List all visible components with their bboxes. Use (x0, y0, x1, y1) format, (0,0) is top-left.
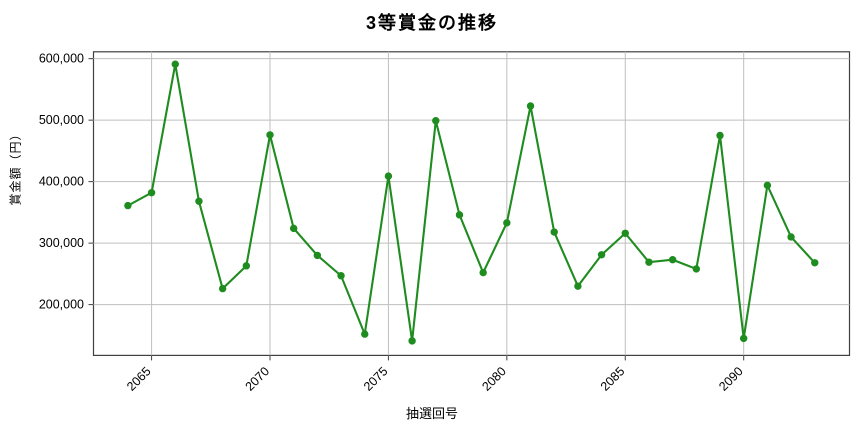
svg-text:200,000: 200,000 (39, 298, 84, 312)
svg-text:600,000: 600,000 (39, 52, 84, 66)
svg-text:500,000: 500,000 (39, 113, 84, 127)
svg-text:300,000: 300,000 (39, 236, 84, 250)
svg-text:2075: 2075 (361, 364, 391, 394)
svg-text:2090: 2090 (716, 364, 746, 394)
svg-text:2080: 2080 (479, 364, 509, 394)
svg-text:2070: 2070 (243, 364, 273, 394)
svg-text:2065: 2065 (124, 364, 154, 394)
svg-text:400,000: 400,000 (39, 175, 84, 189)
svg-text:2085: 2085 (598, 364, 628, 394)
